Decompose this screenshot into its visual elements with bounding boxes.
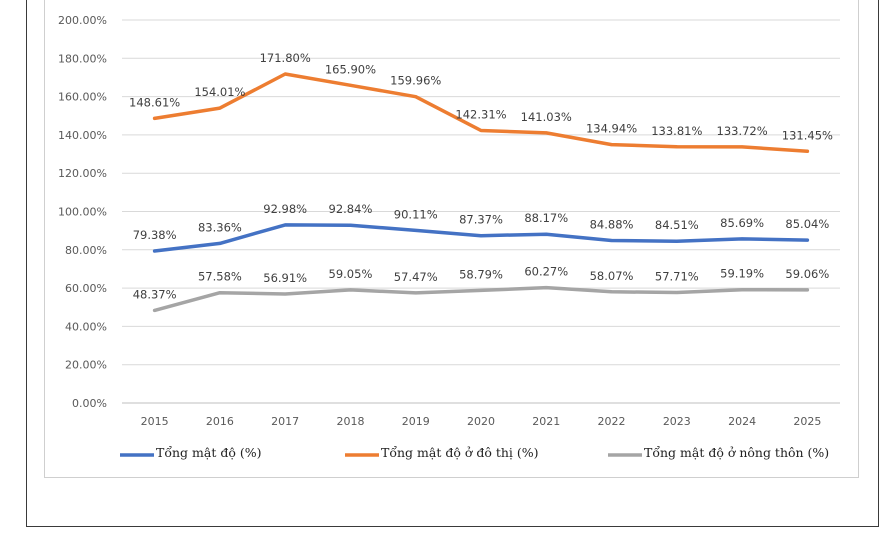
data-point: [675, 239, 679, 243]
data-point: [805, 288, 809, 292]
data-labels: 79.38% 83.36% 92.98% 92.84% 90.11% 87.37% 88.1…: [129, 51, 833, 301]
data-point: [153, 308, 157, 312]
data-label: 57.58%: [198, 270, 242, 284]
data-label: 59.05%: [329, 267, 373, 281]
x-tick-label: 2023: [663, 415, 691, 428]
data-label: 48.37%: [133, 287, 177, 301]
legend-label: Tổng mật độ ở đô thị (%): [381, 445, 539, 460]
data-label: 141.03%: [521, 110, 572, 124]
x-tick-label: 2016: [206, 415, 234, 428]
data-point: [740, 237, 744, 241]
data-label: 57.71%: [655, 269, 699, 283]
y-tick-label: 140.00%: [58, 129, 107, 142]
data-label: 88.17%: [524, 211, 568, 225]
data-label: 79.38%: [133, 228, 177, 242]
series-line: [152, 223, 810, 253]
data-point: [218, 106, 222, 110]
y-tick-label: 160.00%: [58, 91, 107, 104]
y-tick-label: 80.00%: [65, 244, 107, 257]
data-label: 83.36%: [198, 220, 242, 234]
data-point: [414, 228, 418, 232]
data-point: [805, 238, 809, 242]
data-point: [218, 241, 222, 245]
x-tick-label: 2017: [271, 415, 299, 428]
data-point: [544, 232, 548, 236]
data-point: [479, 234, 483, 238]
x-tick-label: 2019: [402, 415, 430, 428]
data-point: [675, 290, 679, 294]
data-label: 133.81%: [651, 124, 702, 138]
x-tick-label: 2018: [336, 415, 364, 428]
data-label: 142.31%: [455, 107, 506, 121]
data-point: [610, 290, 614, 294]
data-point: [544, 131, 548, 135]
data-label: 84.88%: [590, 217, 634, 231]
data-label: 57.47%: [394, 270, 438, 284]
y-tick-label: 120.00%: [58, 167, 107, 180]
x-tick-label: 2015: [141, 415, 169, 428]
data-point: [544, 286, 548, 290]
data-point: [153, 116, 157, 120]
data-label: 134.94%: [586, 122, 637, 136]
y-tick-label: 180.00%: [58, 52, 107, 65]
data-point: [348, 223, 352, 227]
data-label: 58.07%: [590, 269, 634, 283]
y-tick-label: 0.00%: [72, 397, 107, 410]
data-label: 60.27%: [524, 265, 568, 279]
data-label: 92.84%: [329, 202, 373, 216]
data-point: [283, 292, 287, 296]
data-label: 58.79%: [459, 267, 503, 281]
data-label: 165.90%: [325, 62, 376, 76]
data-label: 92.98%: [263, 202, 307, 216]
y-tick-label: 40.00%: [65, 320, 107, 333]
data-label: 154.01%: [194, 85, 245, 99]
data-point: [479, 288, 483, 292]
data-point: [805, 149, 809, 153]
series-lines: [152, 72, 810, 313]
data-label: 85.69%: [720, 216, 764, 230]
y-tick-label: 200.00%: [58, 14, 107, 27]
data-point: [479, 128, 483, 132]
data-point: [283, 72, 287, 76]
data-point: [610, 143, 614, 147]
y-tick-label: 20.00%: [65, 359, 107, 372]
legend-label: Tổng mật độ (%): [156, 445, 261, 460]
y-axis-ticks: 0.00% 20.00% 40.00% 60.00% 80.00% 100.00% 120.…: [58, 14, 107, 410]
data-point: [414, 95, 418, 99]
data-point: [610, 238, 614, 242]
data-label: 133.72%: [717, 124, 768, 138]
data-point: [283, 223, 287, 227]
y-tick-label: 60.00%: [65, 282, 107, 295]
y-tick-label: 100.00%: [58, 206, 107, 219]
data-point: [414, 291, 418, 295]
data-label: 148.61%: [129, 95, 180, 109]
data-label: 59.19%: [720, 267, 764, 281]
x-axis-ticks: 2015 2016 2017 2018 2019 2020 2021 2022 2023 2024…: [141, 415, 822, 428]
data-point: [740, 288, 744, 292]
data-label: 90.11%: [394, 207, 438, 221]
gridlines: [122, 19, 840, 404]
data-point: [740, 145, 744, 149]
data-label: 84.51%: [655, 218, 699, 232]
data-point: [218, 291, 222, 295]
data-label: 159.96%: [390, 74, 441, 88]
legend: Tổng mật độ (%) Tổng mật độ ở đô thị (%) T…: [120, 445, 829, 460]
x-tick-label: 2021: [532, 415, 560, 428]
legend-label: Tổng mật độ ở nông thôn (%): [644, 445, 829, 460]
data-label: 59.06%: [785, 267, 829, 281]
data-label: 56.91%: [263, 271, 307, 285]
data-label: 171.80%: [260, 51, 311, 65]
data-point: [348, 83, 352, 87]
data-point: [153, 249, 157, 253]
x-tick-label: 2024: [728, 415, 756, 428]
x-tick-label: 2022: [598, 415, 626, 428]
data-point: [675, 145, 679, 149]
data-label: 85.04%: [785, 217, 829, 231]
data-label: 87.37%: [459, 213, 503, 227]
data-label: 131.45%: [782, 128, 833, 142]
x-tick-label: 2025: [793, 415, 821, 428]
data-point: [348, 288, 352, 292]
x-tick-label: 2020: [467, 415, 495, 428]
